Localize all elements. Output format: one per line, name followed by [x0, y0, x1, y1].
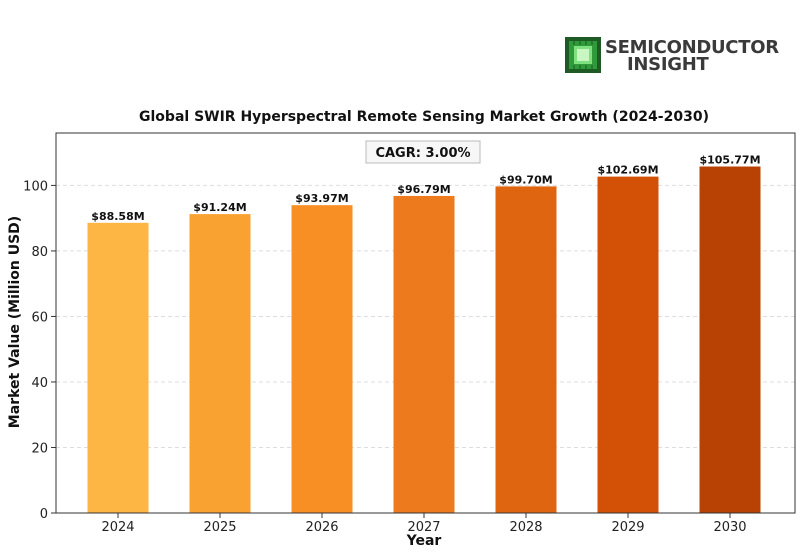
x-tick-label: 2028	[509, 520, 542, 535]
bar-data-label: $91.24M	[193, 201, 246, 214]
x-tick-label: 2024	[101, 520, 134, 535]
bar	[393, 195, 455, 513]
bar-data-label: $96.79M	[397, 183, 450, 196]
y-tick-label: 0	[40, 507, 48, 522]
bar	[189, 214, 251, 513]
chip-icon	[565, 37, 601, 73]
x-axis-label: Year	[406, 533, 442, 549]
bars-group	[87, 166, 761, 513]
y-tick-label: 80	[31, 245, 48, 260]
x-axis-ticks: 2024 2025 2026 2027 2028 2029 2030	[101, 513, 747, 535]
x-tick-label: 2025	[203, 520, 236, 535]
semiconductor-insight-logo: SEMICONDUCTOR INSIGHT	[565, 37, 780, 77]
bar	[597, 176, 659, 513]
bar-data-label: $93.97M	[295, 192, 348, 205]
bar-data-label: $99.70M	[499, 173, 552, 186]
x-tick-label: 2026	[305, 520, 338, 535]
x-tick-label: 2027	[407, 520, 440, 535]
y-tick-label: 100	[23, 179, 48, 194]
bar-data-label: $102.69M	[597, 164, 658, 177]
y-axis-ticks: 0 20 40 60 80 100	[23, 179, 56, 522]
y-tick-label: 40	[31, 376, 48, 391]
logo-text-line2: INSIGHT	[627, 54, 709, 75]
y-tick-label: 60	[31, 310, 48, 325]
logo-text-line1: SEMICONDUCTOR	[605, 37, 779, 58]
bar-labels-group: $88.58M $91.24M $93.97M $96.79M $99.70M $102.…	[91, 154, 760, 223]
bar-data-label: $105.77M	[699, 154, 760, 167]
bar	[699, 166, 761, 513]
bar	[495, 186, 557, 513]
plot-frame	[55, 132, 796, 514]
chart-title: Global SWIR Hyperspectral Remote Sensing…	[139, 109, 709, 125]
bar-data-label: $88.58M	[91, 210, 144, 223]
y-tick-label: 20	[31, 441, 48, 456]
x-tick-label: 2030	[713, 520, 746, 535]
bar	[87, 222, 149, 513]
cagr-box	[365, 140, 481, 164]
cagr-annotation: CAGR: 3.00%	[375, 146, 470, 161]
x-tick-label: 2029	[611, 520, 644, 535]
y-axis-label: Market Value (Million USD)	[7, 216, 23, 428]
bar	[291, 205, 353, 513]
